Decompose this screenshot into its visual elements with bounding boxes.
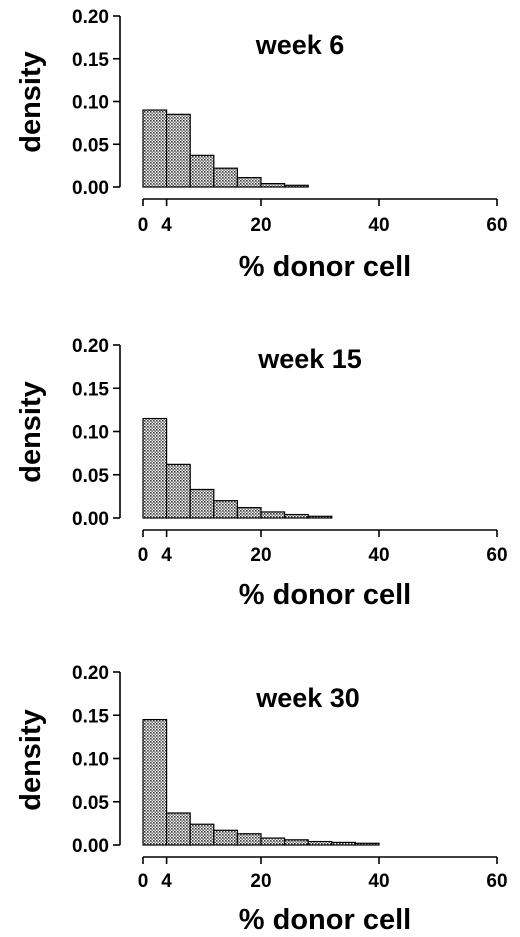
- x-tick-label: 4: [161, 871, 172, 892]
- x-axis-label: % donor cell: [239, 904, 411, 936]
- x-tick-label: 20: [250, 215, 271, 236]
- histogram-bar: [166, 463, 191, 519]
- histogram-bar: [189, 154, 215, 188]
- y-tick-label: 0.00: [72, 178, 109, 199]
- y-tick-label: 0.15: [72, 50, 109, 71]
- histogram-bar: [284, 839, 309, 846]
- y-tick-label: 0.00: [72, 836, 109, 857]
- x-tick-label: 20: [250, 871, 271, 892]
- y-tick-label: 0.05: [72, 793, 109, 814]
- histogram-bar: [213, 167, 239, 188]
- histogram-panel: 0.00 0.05 0.10 0.15 0.20 0 4 20 40 60 week 30 % don…: [15, 663, 508, 936]
- x-tick-label: 60: [486, 545, 507, 566]
- y-tick-label: 0.10: [72, 93, 109, 114]
- x-tick-label: 40: [368, 871, 389, 892]
- histogram-bar: [213, 500, 239, 519]
- histogram-bar: [166, 812, 191, 846]
- histogram-bar: [284, 184, 309, 188]
- histogram-bar: [189, 823, 215, 846]
- histogram-bar: [260, 511, 286, 519]
- y-tick-label: 0.05: [72, 466, 109, 487]
- histogram-bar: [260, 837, 286, 846]
- y-tick-label: 0.05: [72, 135, 109, 156]
- histogram-bar: [142, 109, 168, 188]
- histogram-bar: [236, 507, 262, 519]
- y-tick-label: 0.15: [72, 379, 109, 400]
- x-axis-label: % donor cell: [239, 579, 411, 611]
- y-axis-label: density: [15, 709, 47, 811]
- histogram-bar: [331, 841, 356, 846]
- x-tick-label: 40: [368, 545, 389, 566]
- x-tick-label: 60: [486, 215, 507, 236]
- x-tick-label: 0: [138, 545, 149, 566]
- histogram-bar: [142, 417, 168, 519]
- y-tick-label: 0.15: [72, 706, 109, 727]
- histogram-bar: [142, 718, 168, 846]
- x-axis-label: % donor cell: [239, 251, 411, 283]
- histogram-bar: [307, 840, 333, 846]
- panel-title: week 30: [255, 683, 360, 713]
- histogram-bar: [236, 176, 262, 188]
- x-tick-label: 0: [138, 871, 149, 892]
- y-axis-label: density: [15, 381, 47, 483]
- y-tick-label: 0.20: [72, 336, 109, 357]
- y-tick-label: 0.20: [72, 663, 109, 684]
- histogram-bar: [284, 513, 309, 519]
- x-tick-label: 4: [161, 215, 172, 236]
- panel-title: week 15: [257, 344, 362, 374]
- histogram-bar: [307, 515, 333, 519]
- x-tick-label: 60: [486, 871, 507, 892]
- y-tick-label: 0.10: [72, 750, 109, 771]
- histogram-bar: [260, 182, 286, 188]
- histogram-bar: [236, 833, 262, 846]
- y-tick-label: 0.20: [72, 7, 109, 28]
- y-axis-label: density: [15, 51, 47, 153]
- x-tick-label: 4: [161, 545, 172, 566]
- histogram-bar: [354, 842, 380, 846]
- histogram-bar: [166, 113, 191, 188]
- histogram-panel: 0.00 0.05 0.10 0.15 0.20 0 4 20 40 60 week 15 % don…: [15, 336, 508, 611]
- panel-title: week 6: [255, 30, 345, 60]
- x-tick-label: 40: [368, 215, 389, 236]
- histogram-bar: [213, 829, 239, 846]
- histogram-bar: [189, 488, 215, 519]
- x-tick-label: 0: [138, 215, 149, 236]
- y-tick-label: 0.00: [72, 509, 109, 530]
- y-tick-label: 0.10: [72, 423, 109, 444]
- x-tick-label: 20: [250, 545, 271, 566]
- histogram-panel: 0.00 0.05 0.10 0.15 0.20 0 4 20 40 60 week 6 % dono…: [15, 7, 508, 283]
